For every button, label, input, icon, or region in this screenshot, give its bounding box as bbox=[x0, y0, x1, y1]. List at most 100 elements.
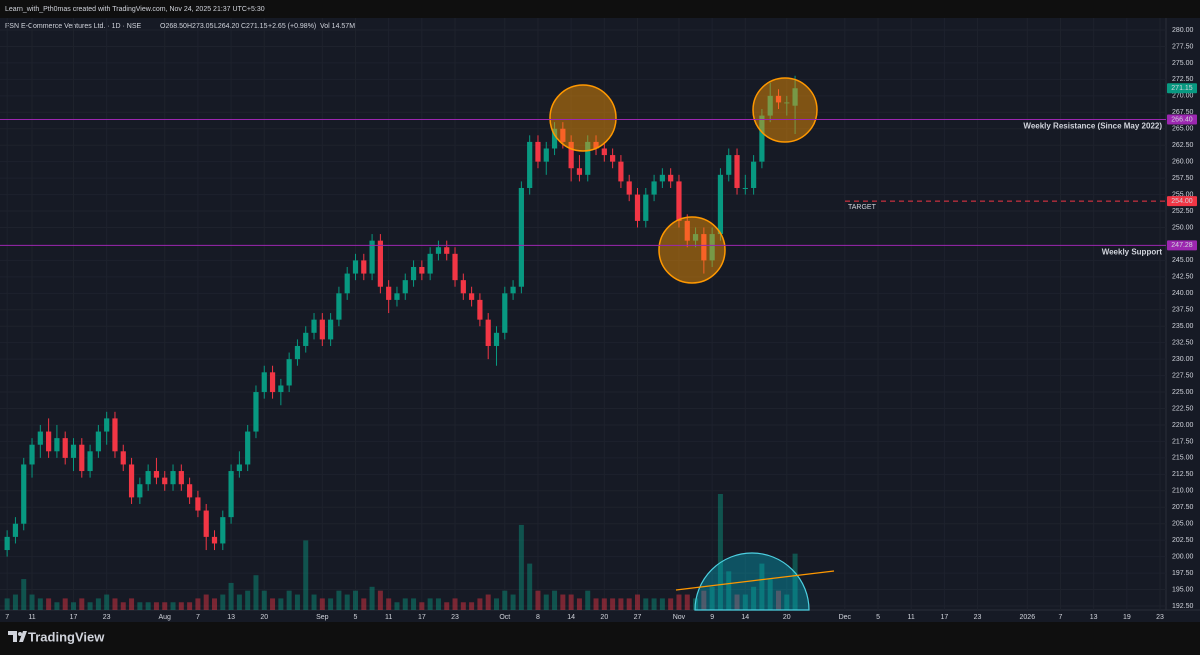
candle-body bbox=[593, 141, 599, 149]
candle-body bbox=[269, 372, 276, 393]
candle-body bbox=[402, 280, 408, 294]
volume-bar bbox=[742, 594, 748, 610]
x-tick-label: 11 bbox=[908, 614, 915, 621]
volume-bar bbox=[726, 571, 732, 610]
volume-bar bbox=[46, 598, 52, 610]
highlight-circle bbox=[752, 77, 818, 143]
x-tick-label: 14 bbox=[567, 614, 575, 621]
level-text: Weekly Support bbox=[1102, 248, 1163, 257]
volume-bar bbox=[87, 602, 93, 610]
candle-body bbox=[410, 266, 417, 281]
candle-body bbox=[734, 155, 740, 188]
volume-bar bbox=[784, 594, 790, 610]
x-tick-label: Dec bbox=[839, 614, 852, 621]
candle-body bbox=[717, 174, 724, 235]
candle-body bbox=[245, 431, 251, 465]
candle-body bbox=[751, 161, 757, 188]
y-tick-label: 255.00 bbox=[1172, 191, 1194, 198]
x-tick-label: 20 bbox=[783, 614, 791, 621]
volume-bar bbox=[303, 540, 309, 610]
level-tag bbox=[1167, 196, 1197, 207]
candle-body bbox=[576, 168, 583, 175]
volume-bar bbox=[634, 594, 640, 610]
top-bar bbox=[0, 0, 1200, 18]
volume-bar bbox=[95, 598, 101, 610]
y-tick-label: 215.00 bbox=[1172, 455, 1194, 462]
volume-bar bbox=[510, 594, 516, 610]
volume-bar bbox=[684, 594, 690, 610]
level-tag bbox=[1167, 240, 1197, 251]
volume-bar bbox=[352, 590, 358, 610]
volume-bar bbox=[601, 598, 607, 610]
volume-bar bbox=[518, 524, 524, 610]
candle-body bbox=[510, 286, 516, 294]
y-tick-label: 202.50 bbox=[1172, 537, 1194, 544]
candle-body bbox=[261, 372, 267, 393]
x-tick-label: 19 bbox=[1123, 614, 1131, 621]
volume-bar bbox=[120, 602, 126, 610]
volume-bar bbox=[610, 598, 616, 610]
x-tick-label: 13 bbox=[1090, 614, 1098, 621]
y-tick-label: 240.00 bbox=[1172, 290, 1194, 297]
volume-bar bbox=[775, 590, 781, 610]
volume-bar bbox=[560, 594, 566, 610]
candle-body bbox=[128, 464, 135, 498]
volume-bar bbox=[759, 563, 765, 610]
candle-body bbox=[419, 266, 425, 274]
level-tag-label: 247.28 bbox=[1171, 242, 1193, 249]
y-tick-label: 222.50 bbox=[1172, 405, 1194, 412]
volume-bar bbox=[527, 563, 533, 610]
candle-body bbox=[137, 484, 143, 498]
volume-bar bbox=[643, 598, 649, 610]
candle-body bbox=[659, 174, 665, 182]
candle-body bbox=[543, 148, 549, 162]
x-tick-label: 8 bbox=[536, 614, 540, 621]
ohlc-value: O268.50 bbox=[160, 23, 187, 30]
volume-bar bbox=[178, 602, 184, 610]
volume-bar bbox=[535, 590, 541, 610]
candle-body bbox=[170, 471, 176, 485]
y-tick-label: 200.00 bbox=[1172, 553, 1194, 560]
y-tick-label: 267.50 bbox=[1172, 109, 1194, 116]
candle-body bbox=[278, 385, 284, 393]
level-tag bbox=[1167, 114, 1197, 125]
x-tick-label: Sep bbox=[316, 614, 329, 621]
volume-bar bbox=[79, 598, 85, 610]
y-tick-label: 262.50 bbox=[1172, 142, 1194, 149]
candle-body bbox=[12, 523, 19, 537]
candle-body bbox=[195, 497, 201, 511]
chart-background bbox=[0, 18, 1200, 622]
x-tick-label: 23 bbox=[103, 614, 111, 621]
y-tick-label: 195.00 bbox=[1172, 586, 1194, 593]
ohlc-value: L264.20 bbox=[214, 23, 239, 30]
y-tick-label: 225.00 bbox=[1172, 389, 1194, 396]
ohlc-value: C271.15 bbox=[241, 23, 268, 30]
volume-bar bbox=[659, 598, 665, 610]
volume-bar bbox=[294, 594, 300, 610]
y-tick-label: 212.50 bbox=[1172, 471, 1194, 478]
y-tick-label: 230.00 bbox=[1172, 356, 1194, 363]
volume-bar bbox=[767, 579, 773, 610]
candle-body bbox=[153, 471, 160, 478]
candle-body bbox=[651, 181, 657, 195]
y-tick-label: 207.50 bbox=[1172, 504, 1194, 511]
candle-body bbox=[394, 293, 400, 300]
candle-body bbox=[336, 293, 342, 320]
candle-body bbox=[427, 253, 433, 274]
x-tick-label: 2026 bbox=[1020, 614, 1036, 621]
volume-bar bbox=[419, 602, 425, 610]
candle-body bbox=[742, 187, 748, 189]
volume-bar bbox=[187, 602, 193, 610]
volume-bar bbox=[129, 598, 135, 610]
volume-bar bbox=[70, 602, 76, 610]
candle-body bbox=[477, 299, 483, 320]
y-tick-label: 227.50 bbox=[1172, 372, 1194, 379]
y-tick-label: 232.50 bbox=[1172, 340, 1194, 347]
candle-body bbox=[54, 438, 60, 452]
candle-body bbox=[70, 444, 77, 458]
y-tick-label: 242.50 bbox=[1172, 274, 1194, 281]
last-price-tag bbox=[1167, 83, 1197, 94]
candle-body bbox=[211, 536, 218, 544]
x-tick-label: 23 bbox=[1156, 614, 1164, 621]
